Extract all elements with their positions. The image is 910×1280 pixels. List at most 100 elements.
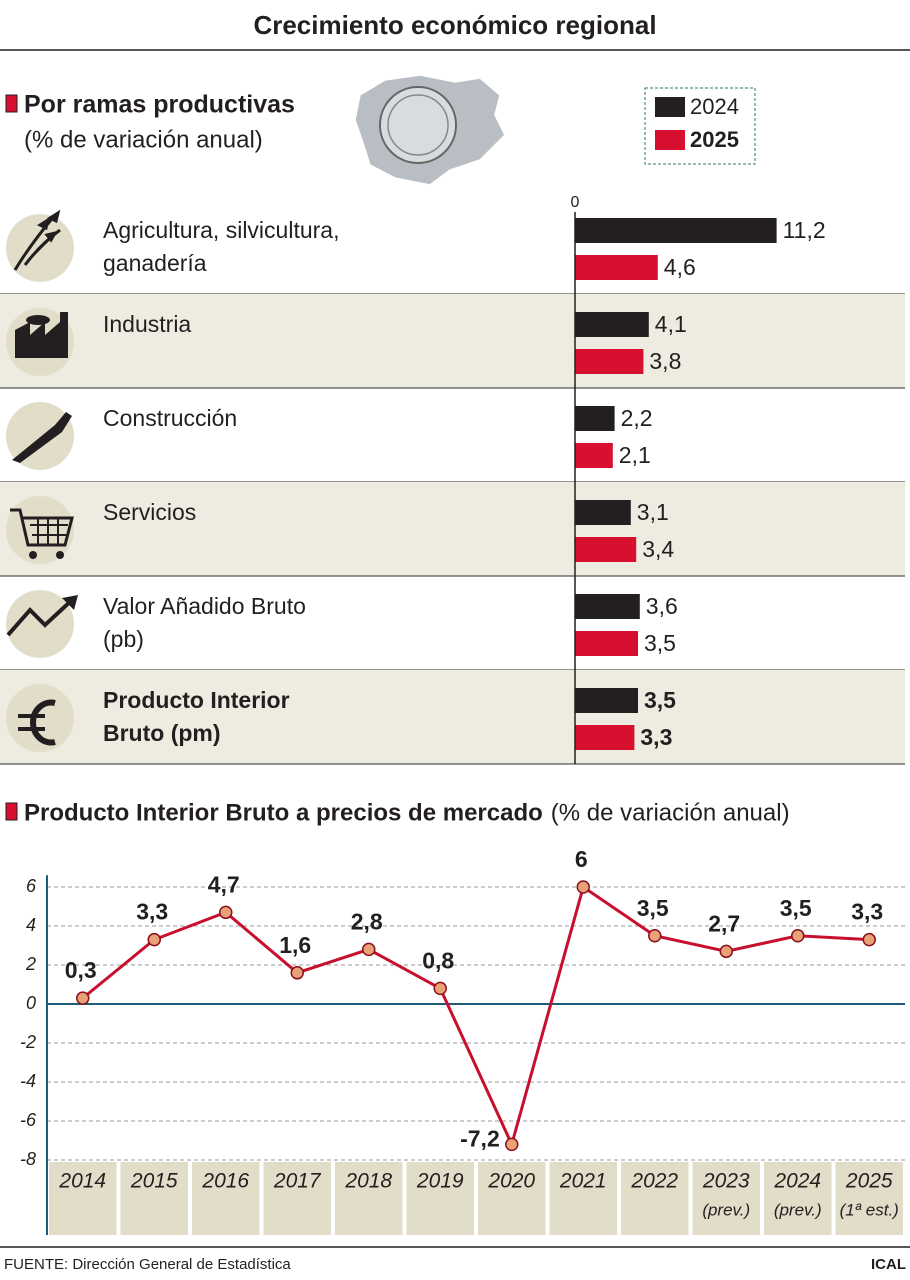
- x-tick-label: 2016: [201, 1170, 249, 1193]
- y-tick-label: -8: [20, 1149, 36, 1169]
- x-tick-label: 2014: [58, 1170, 106, 1193]
- category-label: Industria: [103, 311, 192, 337]
- x-tick-label: 2019: [416, 1170, 464, 1193]
- category-cell: [192, 1162, 260, 1235]
- value-label: 4,7: [208, 871, 240, 897]
- section-subtitle: (% de variación anual): [551, 799, 790, 826]
- marker: [862, 932, 876, 947]
- marker: [719, 944, 733, 959]
- bar: [575, 725, 635, 750]
- bar: [575, 537, 637, 562]
- value-label: 4,1: [655, 311, 687, 337]
- legend-label: 2025: [690, 127, 739, 152]
- bar: [575, 594, 640, 619]
- value-label: 2,8: [351, 908, 383, 934]
- category-cell: [549, 1162, 617, 1235]
- value-label: 3,5: [644, 630, 676, 656]
- bar: [575, 406, 615, 431]
- row-background: [0, 294, 905, 388]
- bullet: [5, 94, 18, 113]
- x-tick-note: (prev.): [702, 1200, 750, 1219]
- value-label: 2,1: [619, 442, 651, 468]
- icon-background: [6, 590, 74, 658]
- value-label: 3,8: [649, 348, 681, 374]
- bar: [575, 443, 613, 468]
- value-label: 3,1: [637, 499, 669, 525]
- value-label: 3,3: [136, 899, 168, 925]
- marker: [219, 905, 233, 920]
- x-tick-label: 2023: [702, 1170, 750, 1193]
- value-label: 3,3: [851, 899, 883, 925]
- y-tick-label: 4: [26, 915, 36, 935]
- value-label: -7,2: [460, 1125, 500, 1151]
- value-label: 11,2: [783, 217, 826, 243]
- category-cell: [478, 1162, 546, 1235]
- icon-background: [6, 496, 74, 564]
- x-tick-label: 2021: [559, 1170, 607, 1193]
- marker: [362, 942, 376, 957]
- section-title: Por ramas productivas: [24, 91, 295, 119]
- x-tick-label: 2022: [630, 1170, 678, 1193]
- legend-label: 2024: [690, 94, 739, 119]
- y-tick-label: 2: [25, 954, 36, 974]
- value-label: 0,8: [422, 947, 454, 973]
- x-tick-label: 0: [571, 194, 580, 211]
- category-cell: [49, 1162, 117, 1235]
- credit: ICAL: [871, 1256, 906, 1273]
- marker: [433, 981, 447, 996]
- x-tick-label: 2017: [273, 1170, 322, 1193]
- row-background: [0, 482, 905, 576]
- value-label: 0,3: [65, 957, 97, 983]
- y-tick-label: -4: [20, 1071, 36, 1091]
- category-cell: [621, 1162, 689, 1235]
- bullet: [5, 802, 18, 821]
- line: [81, 884, 870, 1149]
- category-cell: [120, 1162, 188, 1235]
- value-label: 4,6: [664, 254, 696, 280]
- map-icon: [354, 74, 506, 186]
- marker: [290, 966, 304, 980]
- category-cell: [764, 1162, 832, 1235]
- value-label: 3,3: [640, 724, 672, 750]
- section-title: Producto Interior Bruto a precios de mer…: [24, 799, 543, 826]
- x-tick-note: (prev.): [774, 1200, 822, 1219]
- category-label: Valor Añadido Bruto (pb): [103, 593, 306, 652]
- y-tick-label: -6: [20, 1110, 37, 1130]
- marker: [791, 929, 805, 943]
- category-label: Producto Interior Bruto (pm): [103, 687, 290, 746]
- value-label: 3,5: [637, 895, 669, 921]
- marker: [76, 991, 90, 1005]
- value-label: 2,7: [708, 910, 740, 936]
- legend-swatch: [655, 130, 685, 150]
- value-label: 3,4: [642, 536, 674, 562]
- bar: [575, 218, 777, 243]
- section-subtitle: (% de variación anual): [24, 126, 263, 153]
- category-label: Agricultura, silvicultura, ganadería: [103, 217, 340, 276]
- page-title: Crecimiento económico regional: [253, 10, 656, 40]
- value-label: 6: [575, 846, 588, 872]
- bar: [575, 312, 649, 337]
- category-label: Construcción: [103, 405, 238, 431]
- x-tick-label: 2018: [344, 1170, 392, 1193]
- bar: [575, 349, 644, 374]
- value-label: 3,5: [780, 895, 812, 921]
- icons: [6, 209, 78, 746]
- bar: [575, 255, 658, 280]
- y-tick-label: 6: [26, 876, 37, 896]
- category-cell: [263, 1162, 331, 1235]
- x-tick-label: 2015: [130, 1170, 178, 1193]
- value-label: 3,6: [646, 593, 678, 619]
- category-cell: [335, 1162, 403, 1235]
- y-tick-label: -2: [20, 1032, 36, 1052]
- marker: [648, 929, 662, 943]
- bar: [575, 500, 631, 525]
- category-cell: [835, 1162, 903, 1235]
- x-tick-label: 2020: [487, 1170, 535, 1193]
- value-label: 3,5: [644, 687, 676, 713]
- marker: [147, 932, 161, 947]
- x-tick-label: 2025: [845, 1170, 893, 1193]
- category-cell: [406, 1162, 474, 1235]
- category-label: Servicios: [103, 499, 197, 525]
- legend-swatch: [655, 97, 685, 117]
